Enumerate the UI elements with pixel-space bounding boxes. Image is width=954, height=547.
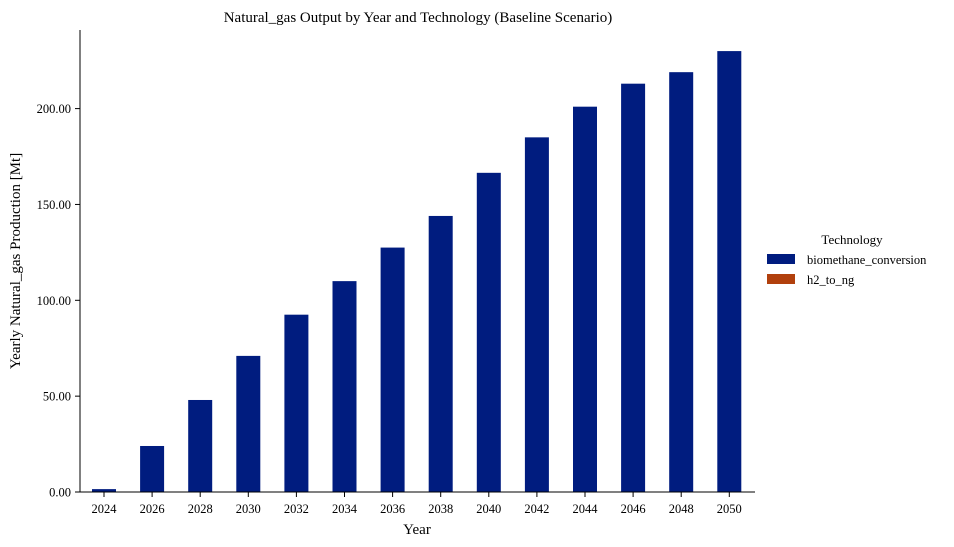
x-tick-label: 2034 [332, 502, 358, 516]
bar-biomethane_conversion-2042 [524, 137, 549, 492]
bar-biomethane_conversion-2050 [717, 51, 742, 493]
bar-biomethane_conversion-2032 [284, 314, 309, 492]
y-tick-label: 0.00 [49, 486, 71, 500]
bar-biomethane_conversion-2040 [476, 172, 501, 492]
legend-swatch-biomethane_conversion [767, 254, 795, 264]
y-tick-label: 200.00 [37, 102, 71, 116]
bar-biomethane_conversion-2036 [380, 247, 405, 492]
x-tick-label: 2042 [524, 502, 549, 516]
x-tick-label: 2046 [621, 502, 646, 516]
bar-biomethane_conversion-2044 [573, 106, 597, 493]
bar-biomethane_conversion-2046 [621, 83, 646, 493]
x-tick-label: 2040 [476, 502, 501, 516]
legend-title: Technology [821, 232, 883, 247]
bar-biomethane_conversion-2024 [92, 489, 116, 492]
x-tick-label: 2038 [428, 502, 453, 516]
bar-biomethane_conversion-2030 [236, 355, 261, 492]
bar-biomethane_conversion-2026 [140, 445, 165, 492]
legend-swatch-h2_to_ng [767, 274, 795, 284]
bar-biomethane_conversion-2038 [428, 215, 453, 492]
x-tick-label: 2044 [573, 502, 599, 516]
y-axis-label: Yearly Natural_gas Production [Mt] [8, 153, 24, 369]
bar-biomethane_conversion-2028 [188, 399, 213, 492]
x-tick-label: 2050 [717, 502, 742, 516]
chart-title: Natural_gas Output by Year and Technolog… [224, 10, 613, 26]
x-tick-label: 2036 [380, 502, 405, 516]
legend: Technology biomethane_conversion h2_to_ng [767, 232, 927, 287]
x-axis: 2024 2026 2028 2030 2032 2034 2036 2038 2040 2042… [92, 492, 742, 516]
bars-group [92, 51, 742, 493]
x-tick-label: 2032 [284, 502, 309, 516]
bar-biomethane_conversion-2048 [669, 72, 694, 493]
y-tick-label: 150.00 [37, 198, 71, 212]
x-tick-label: 2030 [236, 502, 261, 516]
legend-label-biomethane_conversion: biomethane_conversion [807, 253, 927, 267]
legend-label-h2_to_ng: h2_to_ng [807, 273, 855, 287]
y-axis: 0.00 50.00 100.00 150.00 200.00 [37, 102, 80, 500]
x-tick-label: 2048 [669, 502, 694, 516]
x-tick-label: 2026 [140, 502, 165, 516]
y-tick-label: 50.00 [43, 390, 71, 404]
x-tick-label: 2024 [92, 502, 118, 516]
bar-biomethane_conversion-2034 [332, 281, 357, 492]
x-tick-label: 2028 [188, 502, 213, 516]
x-axis-label: Year [403, 522, 431, 538]
y-tick-label: 100.00 [37, 294, 71, 308]
